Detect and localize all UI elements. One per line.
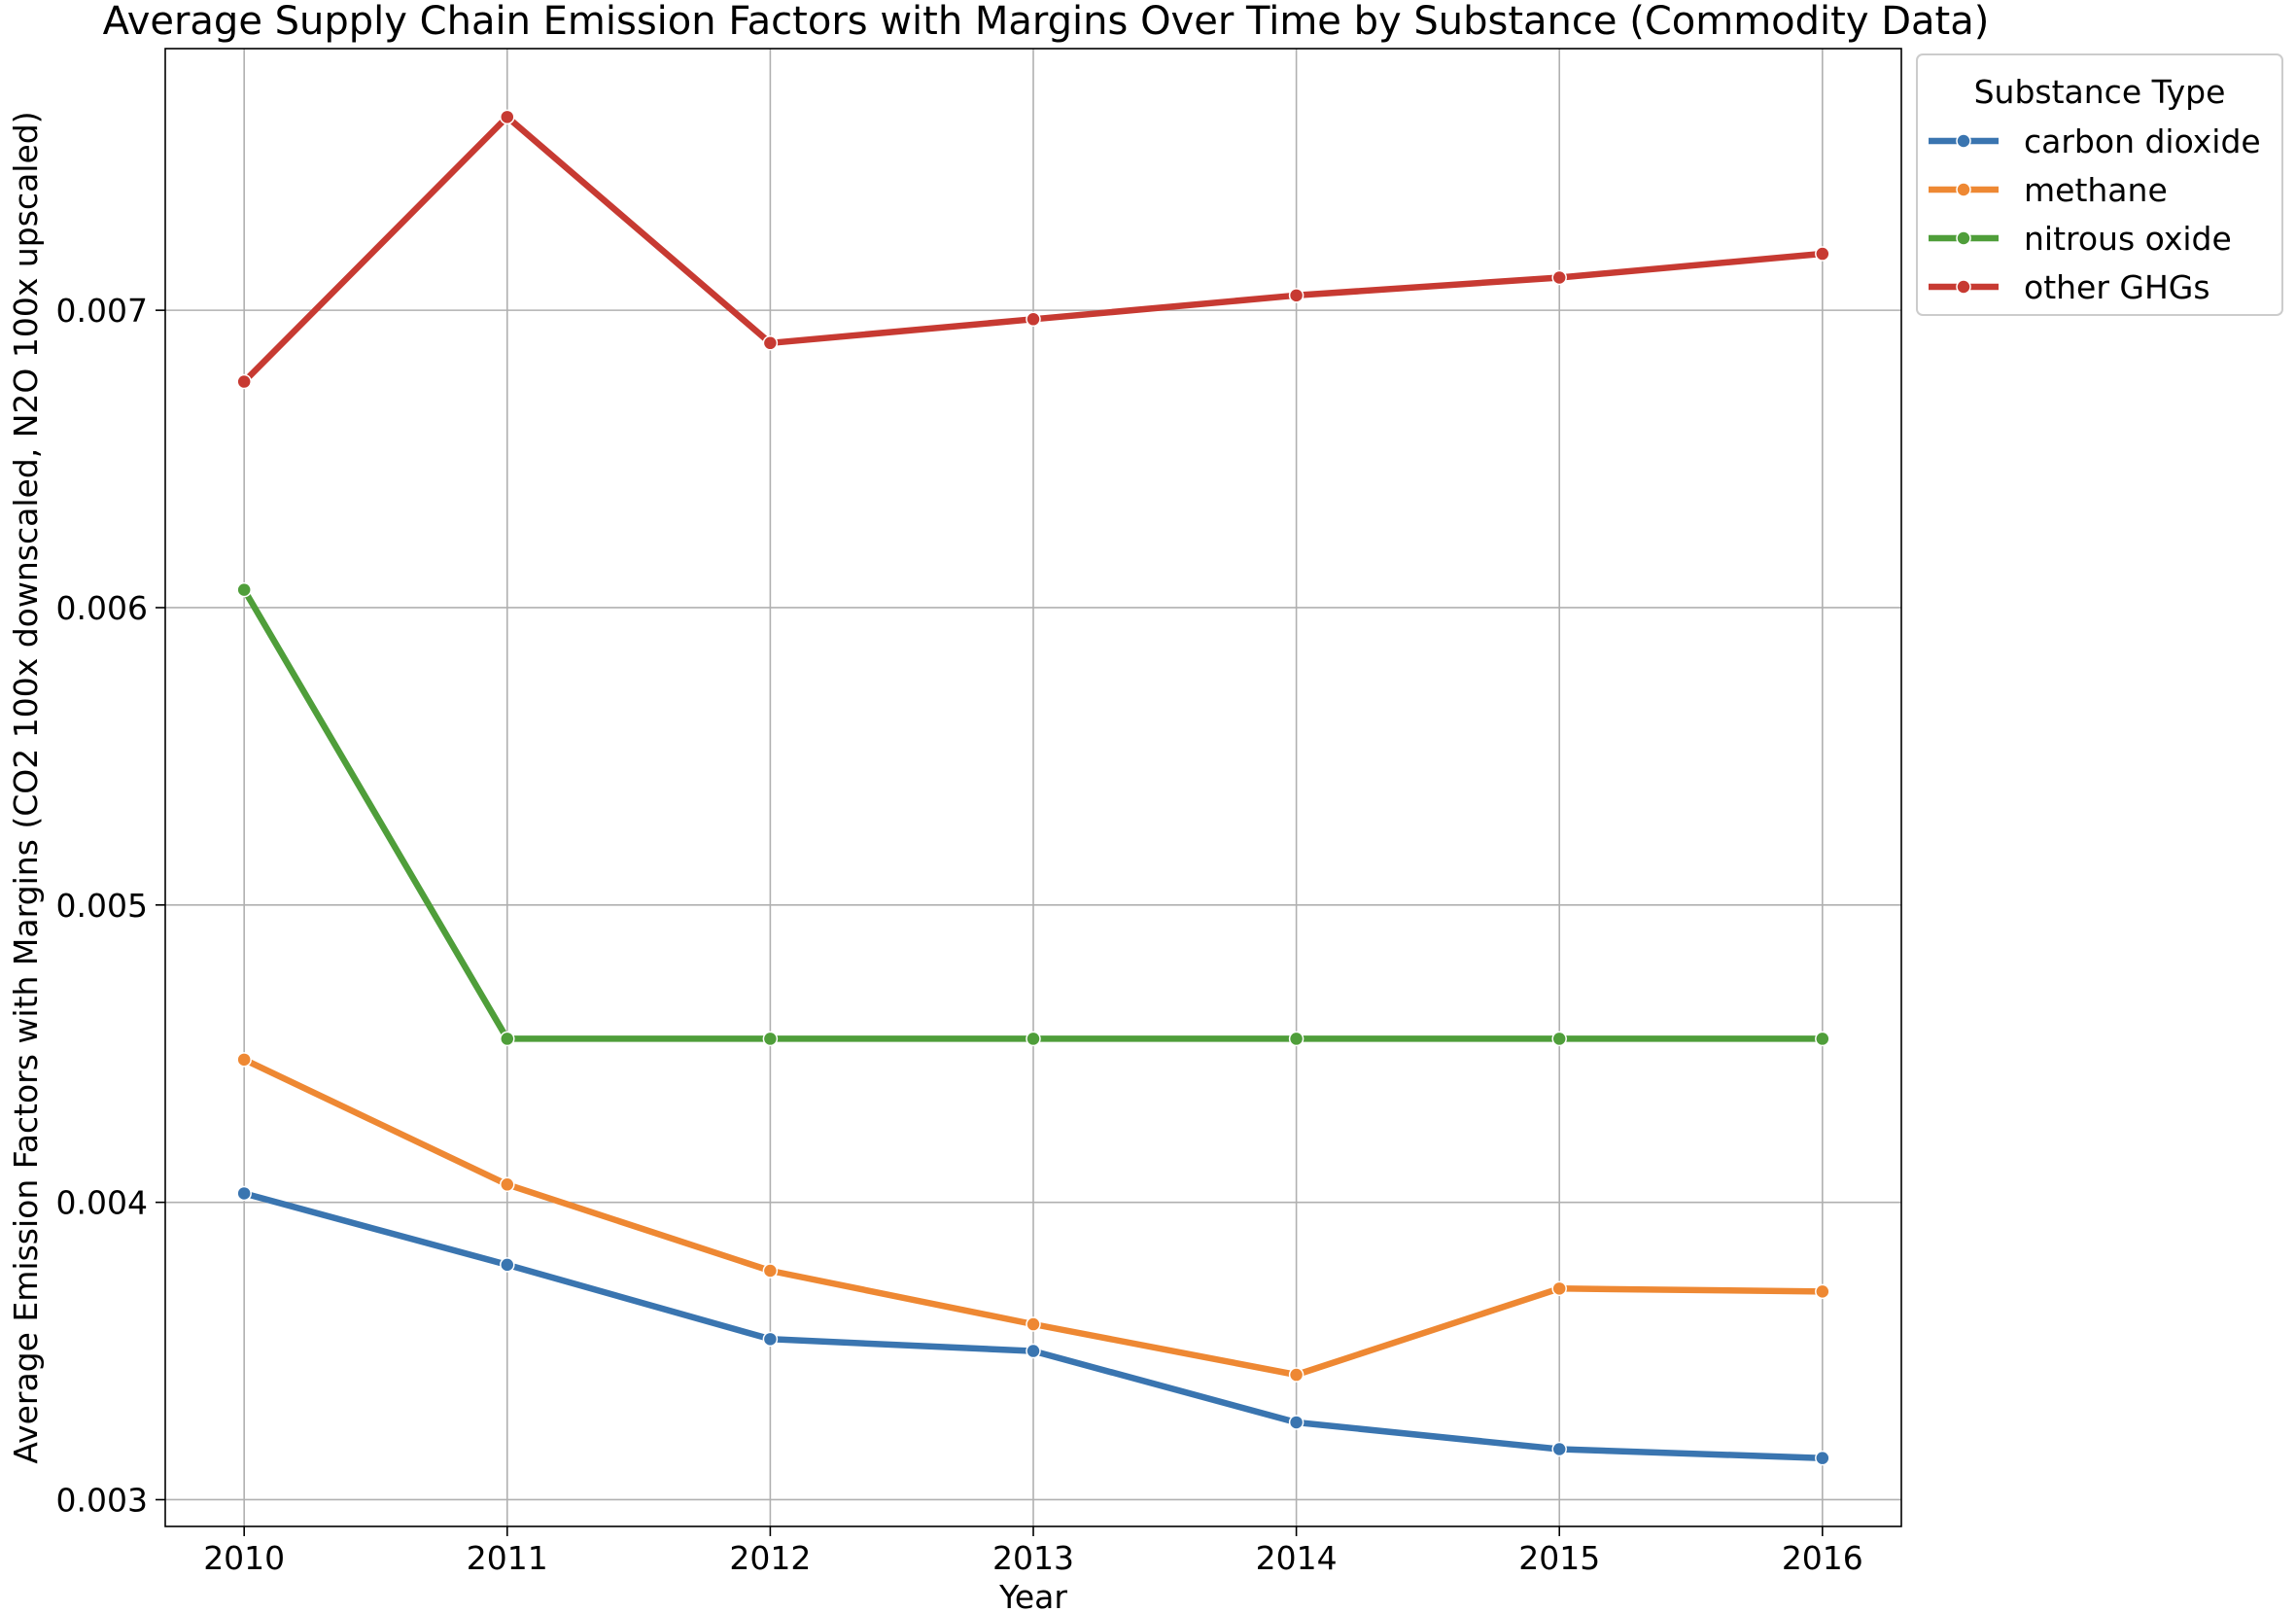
data-point-nitrous-oxide — [1026, 1031, 1041, 1047]
data-point-other-ghgs — [500, 109, 515, 125]
data-point-other-ghgs — [236, 373, 252, 390]
y-tick-label: 0.004 — [56, 1184, 148, 1222]
legend-title: Substance Type — [1974, 73, 2226, 111]
x-tick-label: 2011 — [467, 1539, 548, 1577]
data-point-nitrous-oxide — [1815, 1031, 1830, 1047]
series-carbon-dioxide — [236, 1185, 1830, 1466]
data-point-methane — [236, 1052, 252, 1068]
data-point-nitrous-oxide — [500, 1031, 515, 1047]
y-axis-ticks: 0.003 0.004 0.005 0.006 0.007 — [56, 292, 165, 1519]
legend-item-nitrous-oxide: nitrous oxide — [1929, 220, 2232, 258]
x-tick-label: 2016 — [1782, 1539, 1863, 1577]
data-point-nitrous-oxide — [1288, 1031, 1305, 1047]
y-tick-label: 0.007 — [56, 292, 148, 330]
x-axis-label: Year — [998, 1578, 1067, 1612]
data-point-carbon-dioxide — [1026, 1343, 1041, 1359]
legend-label: methane — [2024, 171, 2168, 209]
series-other-ghgs — [236, 109, 1830, 390]
legend-item-carbon-dioxide: carbon dioxide — [1929, 123, 2261, 160]
data-point-other-ghgs — [1026, 311, 1041, 328]
data-point-other-ghgs — [1551, 269, 1567, 286]
plot-frame — [164, 48, 1902, 1527]
chart-title: Average Supply Chain Emission Factors wi… — [103, 0, 1990, 44]
y-tick-label: 0.003 — [56, 1481, 148, 1519]
x-tick-label: 2014 — [1256, 1539, 1338, 1577]
grid-lines — [165, 49, 1901, 1526]
data-point-carbon-dioxide — [1288, 1415, 1305, 1430]
x-tick-label: 2015 — [1518, 1539, 1600, 1577]
series-layer — [236, 109, 1830, 1466]
data-point-carbon-dioxide — [236, 1185, 252, 1202]
y-axis-label: Average Emission Factors with Margins (C… — [7, 111, 45, 1463]
legend-item-methane: methane — [1929, 171, 2168, 209]
y-tick-label: 0.005 — [56, 887, 148, 925]
legend-items: carbon dioxide methane nitrous oxide other … — [1929, 123, 2261, 306]
x-axis-ticks: 2010 2011 2012 2013 2014 2015 2016 — [203, 1526, 1863, 1577]
data-point-nitrous-oxide — [1551, 1031, 1567, 1047]
legend-swatch-marker — [1956, 133, 1971, 149]
legend-label: other GHGs — [2024, 268, 2210, 306]
data-point-other-ghgs — [1288, 288, 1305, 303]
data-point-other-ghgs — [762, 335, 779, 351]
data-point-carbon-dioxide — [500, 1257, 515, 1273]
legend-swatch-marker — [1956, 182, 1971, 197]
y-tick-label: 0.006 — [56, 589, 148, 627]
series-nitrous-oxide — [236, 581, 1830, 1047]
x-tick-label: 2010 — [203, 1539, 285, 1577]
data-point-carbon-dioxide — [1815, 1450, 1830, 1466]
data-point-methane — [1026, 1316, 1041, 1332]
legend-label: nitrous oxide — [2024, 220, 2232, 258]
x-tick-label: 2012 — [729, 1539, 811, 1577]
x-tick-label: 2013 — [992, 1539, 1074, 1577]
data-point-methane — [500, 1176, 515, 1193]
data-point-other-ghgs — [1815, 246, 1830, 262]
data-point-carbon-dioxide — [1551, 1441, 1567, 1457]
data-point-methane — [1288, 1367, 1305, 1383]
legend: Substance Type carbon dioxide methane nitr… — [1916, 53, 2283, 316]
data-point-nitrous-oxide — [236, 581, 252, 598]
data-point-nitrous-oxide — [762, 1031, 779, 1047]
legend-swatch-marker — [1956, 230, 1971, 246]
series-methane — [236, 1052, 1830, 1383]
data-point-methane — [1815, 1283, 1830, 1300]
legend-item-other-ghgs: other GHGs — [1929, 268, 2210, 306]
legend-label: carbon dioxide — [2024, 123, 2261, 160]
data-point-methane — [1551, 1280, 1567, 1297]
data-point-methane — [762, 1263, 779, 1279]
legend-swatch-marker — [1956, 279, 1971, 295]
data-point-carbon-dioxide — [762, 1331, 779, 1348]
legend-frame — [1916, 53, 2283, 316]
